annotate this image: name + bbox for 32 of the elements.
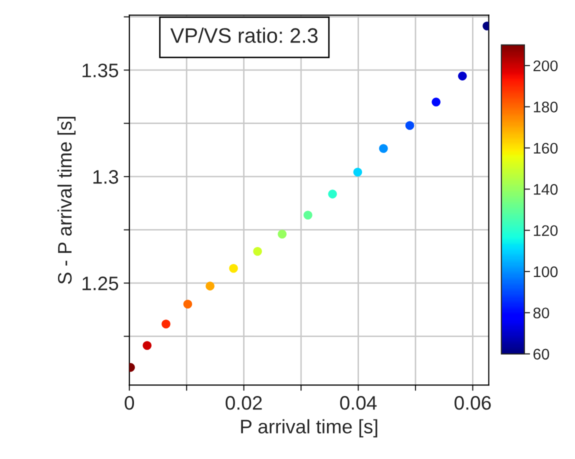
color-bar-label: 140 xyxy=(534,184,558,195)
point xyxy=(432,98,440,106)
color-bar-label: 200 xyxy=(534,60,558,72)
y-tick-label: 1.25 xyxy=(82,276,118,290)
point xyxy=(253,246,262,256)
x-tick-label: 0.02 xyxy=(226,396,262,410)
y-tick-label: 1.3 xyxy=(93,170,118,184)
x-tick-label: 0 xyxy=(124,396,134,410)
y-axis-title: S - P arrival time [s] xyxy=(57,116,76,284)
point xyxy=(162,320,170,328)
x-tick-label: 0.04 xyxy=(340,396,377,410)
color-bar-label: 60 xyxy=(534,348,550,360)
x-axis-title: P arrival time [s] xyxy=(241,419,378,438)
color-bar-label: 120 xyxy=(534,225,558,236)
point xyxy=(328,190,337,198)
point xyxy=(206,282,214,290)
point xyxy=(229,264,238,273)
point xyxy=(278,230,287,238)
point xyxy=(142,341,152,350)
annotation: VP/VS ratio: 2.3 xyxy=(170,28,318,43)
color-bar-label: 160 xyxy=(534,142,558,154)
color-bar-label: 180 xyxy=(534,102,558,112)
point xyxy=(458,72,467,80)
y-tick-label: 1.35 xyxy=(82,64,118,78)
x-tick-label: 0.06 xyxy=(454,396,491,410)
color-bar-label: 100 xyxy=(534,266,558,278)
point xyxy=(379,144,388,153)
color-bar-label: 80 xyxy=(533,308,550,318)
point xyxy=(405,121,414,130)
point xyxy=(304,210,312,220)
point xyxy=(353,168,362,177)
point xyxy=(183,300,192,309)
